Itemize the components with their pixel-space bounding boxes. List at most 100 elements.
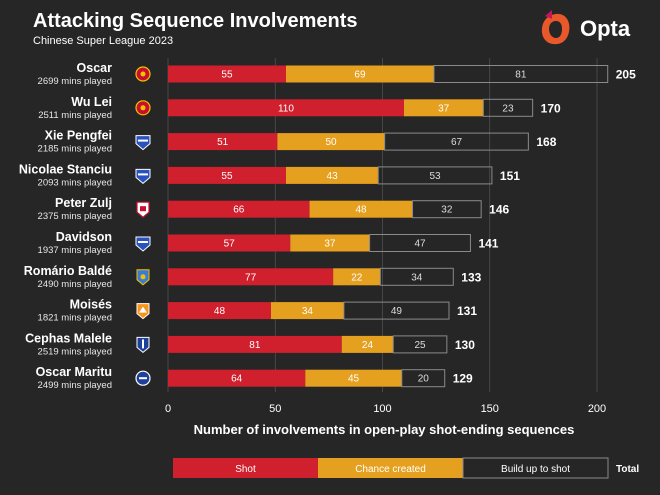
player-name: Moisés <box>70 298 112 312</box>
shandong-taishan-badge <box>136 303 150 320</box>
wuhan-three-towns-badge <box>135 236 151 252</box>
bar-chance <box>277 133 385 151</box>
bar-buildup <box>384 132 529 151</box>
bar-chance <box>309 200 413 218</box>
bar-chance <box>333 268 381 286</box>
bar-total: 170 <box>541 101 561 115</box>
label-chance: 37 <box>438 103 450 114</box>
player-minutes: 2519 mins played <box>38 346 112 357</box>
label-shot: 81 <box>249 340 261 351</box>
bar-buildup <box>343 301 450 320</box>
player-minutes: 2511 mins played <box>38 110 112 121</box>
legend-swatch-buildup <box>462 457 609 479</box>
player-name: Peter Zulj <box>55 196 112 210</box>
bar-buildup <box>412 200 482 219</box>
label-buildup: 49 <box>391 306 403 317</box>
legend-label-chance: Chance created <box>355 464 426 475</box>
bar-shot <box>168 234 291 252</box>
opta-brand-text: Opta <box>580 16 631 41</box>
bar-buildup <box>401 369 446 388</box>
label-chance: 48 <box>355 205 367 216</box>
label-shot: 110 <box>278 103 294 114</box>
player-minutes: 1937 mins played <box>38 245 112 256</box>
x-tick-label: 100 <box>373 403 391 415</box>
dalian-badge <box>135 370 151 386</box>
bar-buildup <box>433 65 609 83</box>
bar-chance <box>285 65 434 83</box>
bar-total: 130 <box>455 338 475 352</box>
label-buildup: 47 <box>414 239 426 250</box>
player-minutes: 2490 mins played <box>38 279 112 290</box>
x-tick-label: 50 <box>269 403 281 415</box>
shanghai-shenhua-badge <box>136 336 150 354</box>
bar-shot <box>168 133 278 151</box>
player-name: Oscar <box>77 61 113 75</box>
legend-swatch-shot <box>173 458 318 478</box>
bar-total: 168 <box>536 135 556 149</box>
player-minutes: 2185 mins played <box>38 144 112 155</box>
bar-total: 133 <box>461 270 481 284</box>
label-buildup: 34 <box>411 272 423 283</box>
label-chance: 50 <box>325 137 337 148</box>
player-minutes: 2375 mins played <box>38 211 112 222</box>
bar-shot <box>168 302 271 320</box>
player-minutes: 2699 mins played <box>38 76 112 87</box>
bar-buildup <box>482 98 534 117</box>
label-shot: 48 <box>214 306 226 317</box>
label-shot: 55 <box>221 70 233 81</box>
label-shot: 51 <box>217 137 229 148</box>
legend-label-total: Total <box>616 464 639 475</box>
bar-total: 129 <box>453 372 473 386</box>
bar-total: 131 <box>457 304 477 318</box>
chart-subtitle: Chinese Super League 2023 <box>33 35 173 47</box>
player-name: Cephas Malele <box>25 331 112 345</box>
bar-chance <box>290 234 370 252</box>
bar-shot <box>168 99 404 117</box>
meizhou-hakka-badge <box>136 269 150 286</box>
label-shot: 77 <box>245 272 257 283</box>
label-buildup: 20 <box>418 374 430 385</box>
label-buildup: 32 <box>441 205 453 216</box>
label-chance: 22 <box>351 272 363 283</box>
bar-chance <box>403 99 484 117</box>
bar-total: 151 <box>500 169 520 183</box>
shanghai-port-badge <box>135 66 151 82</box>
bar-total: 205 <box>616 68 636 82</box>
label-buildup: 67 <box>451 137 463 148</box>
legend-label-buildup: Build up to shot <box>501 464 570 475</box>
player-name: Romário Baldé <box>24 264 112 278</box>
bar-shot <box>168 335 342 353</box>
player-name: Xie Pengfei <box>45 129 112 143</box>
opta-logo: Opta <box>541 10 631 45</box>
label-shot: 57 <box>224 239 236 250</box>
wuhan-three-towns-badge <box>135 168 151 185</box>
label-buildup: 23 <box>502 103 514 114</box>
bar-total: 146 <box>489 203 509 217</box>
bar-chance <box>341 335 394 353</box>
bar-buildup <box>392 335 448 354</box>
bar-total: 141 <box>478 237 498 251</box>
x-tick-label: 200 <box>588 403 606 415</box>
x-tick-label: 150 <box>481 403 499 415</box>
label-chance: 37 <box>324 239 336 250</box>
label-chance: 45 <box>348 374 360 385</box>
bar-buildup <box>369 234 471 252</box>
player-name: Nicolae Stanciu <box>19 162 112 176</box>
bar-chance <box>270 302 344 320</box>
player-name: Oscar Maritu <box>36 365 112 379</box>
chart-title: Attacking Sequence Involvements <box>33 10 358 32</box>
bar-buildup <box>377 166 493 185</box>
label-shot: 64 <box>231 374 243 385</box>
bar-shot <box>168 200 310 218</box>
bar-shot <box>168 166 286 184</box>
bar-chance <box>305 369 402 387</box>
